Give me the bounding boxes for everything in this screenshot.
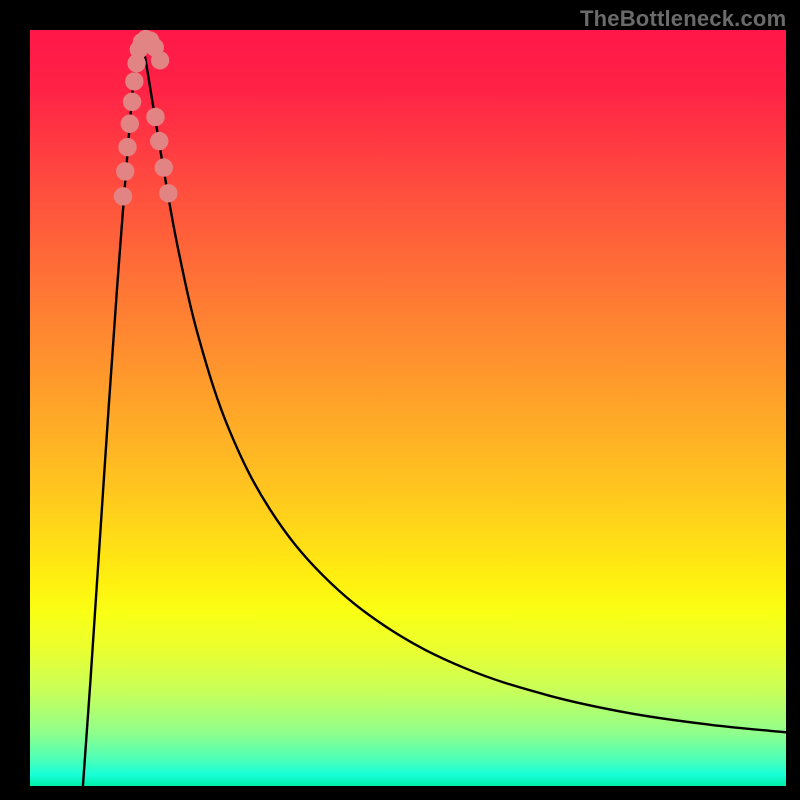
data-marker [123, 93, 141, 111]
chart-canvas: TheBottleneck.com [0, 0, 800, 800]
data-marker [155, 158, 173, 176]
data-marker [118, 138, 136, 156]
data-marker [125, 72, 143, 90]
data-marker [114, 187, 132, 205]
data-marker [151, 51, 169, 69]
bottleneck-chart [0, 0, 800, 800]
watermark-text: TheBottleneck.com [580, 6, 786, 32]
data-marker [159, 184, 177, 202]
gradient-background [30, 30, 786, 786]
data-marker [116, 162, 134, 180]
data-marker [146, 108, 164, 126]
data-marker [121, 115, 139, 133]
data-marker [150, 132, 168, 150]
